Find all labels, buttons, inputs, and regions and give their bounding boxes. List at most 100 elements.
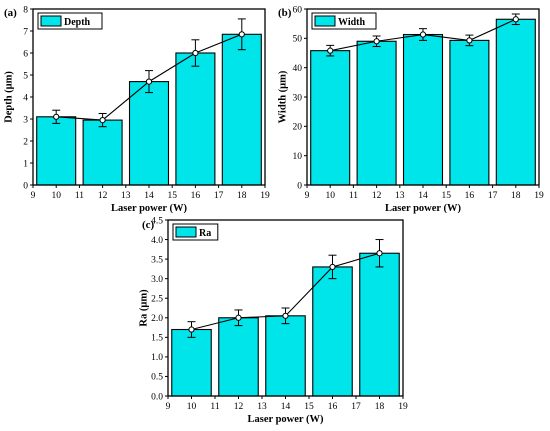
y-tick-label: 40 [293,64,303,74]
x-tick-label: 9 [31,191,36,201]
data-point [238,31,245,38]
data-point [235,314,242,321]
legend-swatch [40,15,62,27]
panel-label: (a) [4,7,17,19]
panel-label: (b) [278,7,292,19]
x-tick-label: 18 [237,191,247,201]
x-tick-label: 18 [375,402,385,412]
y-axis-label: Ra (μm) [138,289,149,327]
bar [265,315,306,397]
x-tick-label: 16 [465,191,475,201]
x-tick-label: 17 [351,402,361,412]
bar [36,116,77,186]
x-tick-label: 10 [187,402,197,412]
x-tick-label: 11 [75,191,84,201]
bar [356,40,397,186]
legend-entry: Ra [199,228,211,239]
bar [449,39,490,186]
y-tick-label: 2 [23,137,28,147]
y-tick-label: 30 [293,93,303,103]
bar [221,33,262,186]
y-tick-label: 0.0 [151,392,163,402]
x-tick-label: 17 [488,191,498,201]
x-axis-label: Laser power (W) [385,203,462,214]
x-tick-label: 15 [441,191,451,201]
x-axis-label: Laser power (W) [111,203,188,214]
y-tick-label: 0 [297,181,302,191]
x-tick-label: 11 [210,402,219,412]
data-point [373,38,380,45]
bar [128,81,170,186]
x-tick-label: 13 [395,191,405,201]
data-point [327,47,334,54]
x-tick-label: 14 [281,402,291,412]
data-point [282,312,289,319]
bar [312,266,353,397]
x-tick-label: 16 [328,402,338,412]
y-tick-label: 20 [293,123,303,133]
y-tick-label: 7 [23,27,28,37]
panel-label: (c) [142,219,155,231]
x-tick-label: 19 [398,402,408,412]
y-tick-label: 2.5 [151,295,163,305]
data-point [466,37,473,44]
y-axis-label: Width (μm) [277,70,288,123]
legend-swatch [314,15,336,27]
data-point [99,117,106,124]
legend-entry: Depth [64,17,91,28]
y-axis-label: Depth (μm) [3,71,14,123]
x-tick-label: 15 [167,191,177,201]
y-tick-label: 8 [23,5,28,15]
data-point [53,113,60,120]
x-tick-label: 13 [121,191,131,201]
x-tick-label: 19 [260,191,270,201]
x-tick-label: 13 [257,402,267,412]
x-tick-label: 11 [349,191,358,201]
bar [359,252,400,397]
data-point [376,250,383,257]
x-tick-label: 9 [166,402,171,412]
y-tick-label: 50 [293,35,303,45]
x-tick-label: 14 [418,191,428,201]
bar [175,52,216,186]
y-tick-label: 60 [293,5,303,15]
y-tick-label: 0.5 [151,373,163,383]
x-axis-label: Laser power (W) [247,414,324,425]
chart-panel-3: 9 10 11 12 13 14 15 16 17 18 19 0.0 0.5 1.0 1.5 2.0 2.5 3… [138,216,408,425]
y-tick-label: 1.5 [151,334,163,344]
y-tick-label: 4.0 [151,236,163,246]
legend-entry: Width [338,17,365,28]
x-tick-label: 17 [214,191,224,201]
y-tick-label: 2.0 [151,314,163,324]
bar [218,317,259,397]
y-tick-label: 5 [23,71,28,81]
data-point [419,31,427,38]
x-tick-label: 9 [305,191,310,201]
data-point [329,263,336,271]
y-tick-label: 10 [293,152,303,162]
y-tick-label: 4.5 [151,216,163,226]
bar [82,119,123,186]
x-tick-label: 12 [234,402,244,412]
bar [310,50,351,186]
y-tick-label: 6 [23,49,28,59]
x-tick-label: 18 [511,191,521,201]
x-tick-label: 10 [325,191,335,201]
x-tick-label: 10 [51,191,61,201]
y-tick-label: 3.0 [151,275,163,285]
y-tick-label: 1.0 [151,353,163,363]
bar [402,33,444,186]
y-tick-label: 4 [23,93,28,103]
x-tick-label: 12 [372,191,382,201]
y-tick-label: 1 [23,159,28,169]
legend-swatch [175,226,197,238]
y-tick-label: 0 [23,181,28,191]
bar [171,328,212,397]
x-tick-label: 16 [191,191,201,201]
chart-panel-2: 9 10 11 12 13 14 15 16 17 18 19 0 10 20 30 40 50 60 Laser … [277,5,544,214]
x-tick-label: 15 [304,402,314,412]
data-point [192,49,199,57]
y-tick-label: 3 [23,115,28,125]
